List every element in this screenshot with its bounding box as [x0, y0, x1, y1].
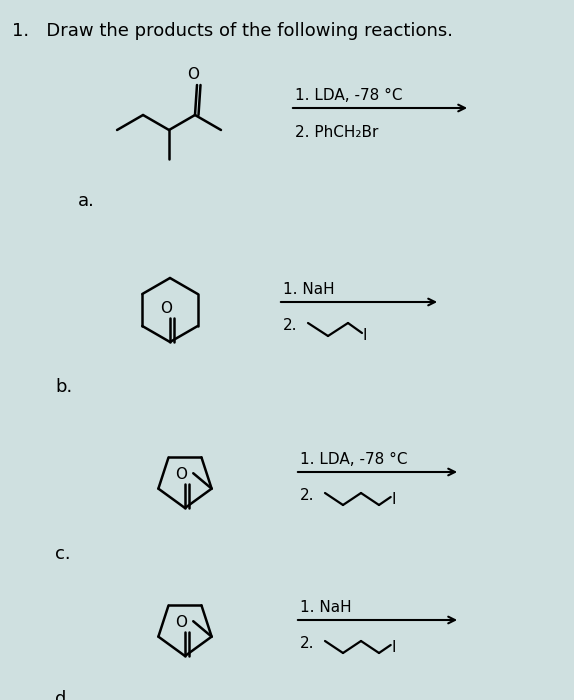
Text: O: O: [175, 615, 187, 630]
Text: 1. NaH: 1. NaH: [300, 600, 352, 615]
Text: O: O: [175, 467, 187, 482]
Text: 2.: 2.: [283, 318, 297, 333]
Text: O: O: [160, 301, 172, 316]
Text: 1. LDA, -78 °C: 1. LDA, -78 °C: [300, 452, 408, 467]
Text: c.: c.: [55, 545, 71, 563]
Text: d.: d.: [55, 690, 72, 700]
Text: 1. LDA, -78 °C: 1. LDA, -78 °C: [295, 88, 402, 103]
Text: a.: a.: [78, 192, 95, 210]
Text: I: I: [391, 640, 396, 655]
Text: 2. PhCH₂Br: 2. PhCH₂Br: [295, 125, 378, 140]
Text: O: O: [187, 67, 199, 82]
Text: b.: b.: [55, 378, 72, 396]
Text: I: I: [363, 328, 367, 342]
Text: 1.   Draw the products of the following reactions.: 1. Draw the products of the following re…: [12, 22, 453, 40]
Text: 2.: 2.: [300, 488, 315, 503]
Text: 1. NaH: 1. NaH: [283, 282, 335, 297]
Text: 2.: 2.: [300, 636, 315, 651]
Text: I: I: [391, 491, 396, 507]
